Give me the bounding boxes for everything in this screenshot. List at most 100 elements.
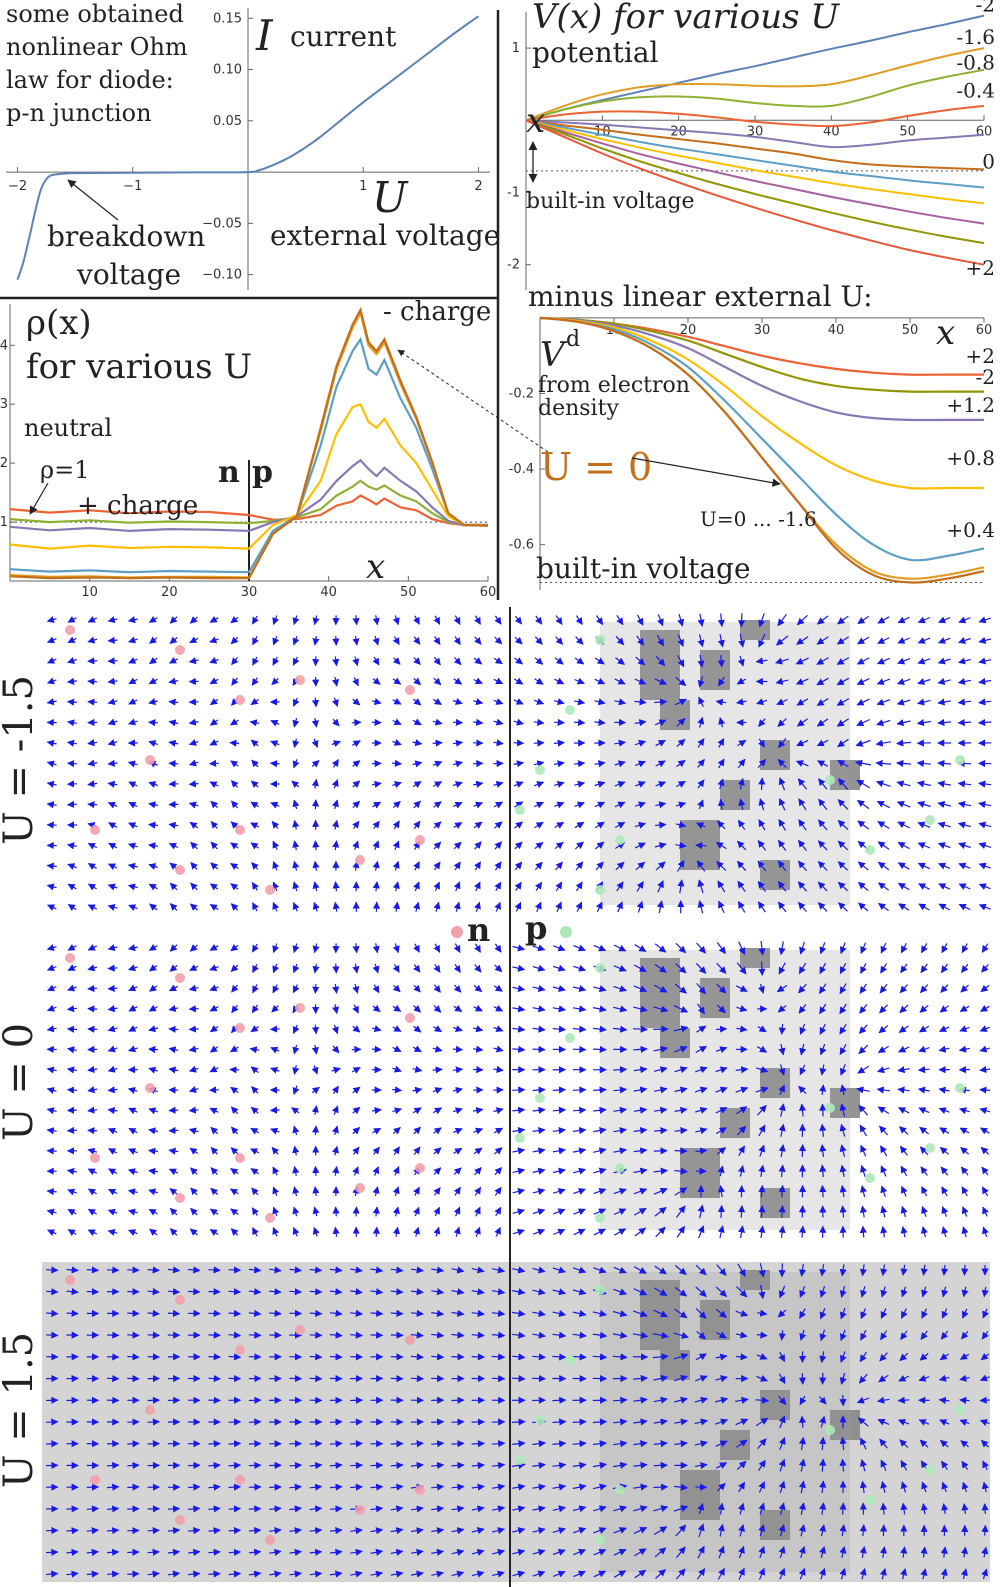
field-pink-charge bbox=[295, 1325, 305, 1335]
field-arrow bbox=[392, 1086, 403, 1094]
field-arrow bbox=[413, 657, 421, 666]
field-arrow bbox=[493, 657, 503, 665]
field-arrow bbox=[859, 1205, 867, 1218]
field-arrow bbox=[252, 963, 259, 974]
field-arrow bbox=[493, 801, 504, 809]
field-arrow bbox=[493, 1025, 504, 1032]
field-arrow bbox=[978, 883, 991, 891]
field-arrow bbox=[350, 1266, 363, 1274]
field-arrow bbox=[738, 798, 746, 811]
field-pink-charge bbox=[90, 1475, 100, 1485]
field-arrow bbox=[452, 1025, 463, 1033]
potential-x-tick-label: 50 bbox=[899, 124, 916, 139]
field-arrow bbox=[309, 1440, 323, 1448]
field-arrow bbox=[270, 720, 280, 727]
field-arrow bbox=[453, 881, 461, 892]
field-arrow bbox=[572, 1147, 587, 1155]
field-arrow bbox=[272, 901, 280, 912]
field-arrow bbox=[270, 1127, 280, 1135]
field-arrow bbox=[633, 1187, 648, 1195]
field-arrow bbox=[818, 778, 828, 790]
field-arrow bbox=[634, 821, 647, 829]
field-arrow bbox=[452, 760, 463, 768]
field-arrow bbox=[352, 1025, 361, 1033]
field-arrow bbox=[615, 861, 625, 871]
field-arrow bbox=[798, 983, 807, 994]
field-arrow bbox=[311, 1105, 319, 1115]
field-arrow bbox=[148, 677, 158, 685]
field-arrow bbox=[451, 1353, 465, 1361]
vd-y-tick-label: -0.2 bbox=[509, 386, 534, 401]
field-arrow bbox=[876, 1086, 890, 1094]
field-arrow bbox=[737, 1263, 746, 1277]
field-arrow bbox=[939, 1146, 949, 1155]
field-arrow bbox=[309, 1288, 323, 1296]
field-arrow bbox=[473, 1106, 484, 1115]
field-arrow bbox=[572, 1331, 587, 1339]
field-arrow bbox=[941, 1286, 949, 1298]
field-arrow bbox=[958, 862, 971, 870]
field-arrow bbox=[209, 1228, 219, 1237]
field-arrow bbox=[311, 760, 320, 768]
field-arrow bbox=[433, 1226, 441, 1237]
field-arrow bbox=[272, 615, 280, 626]
field-arrow bbox=[433, 677, 442, 686]
field-arrow bbox=[471, 1353, 486, 1361]
field-arrow bbox=[128, 781, 138, 789]
field-arrow bbox=[980, 984, 990, 993]
field-arrow bbox=[250, 801, 260, 809]
field-arrow bbox=[228, 1266, 242, 1274]
field-arrow bbox=[757, 1309, 768, 1317]
field-arrow bbox=[652, 1331, 669, 1339]
field-arrow bbox=[372, 1166, 380, 1176]
field-arrow bbox=[553, 780, 565, 788]
field-arrow bbox=[816, 739, 829, 747]
field-arrow bbox=[715, 698, 727, 706]
field-arrow bbox=[817, 760, 829, 767]
field-arrow bbox=[412, 760, 423, 768]
field-arrow bbox=[493, 780, 504, 788]
field-arrow bbox=[594, 801, 606, 809]
field-arrow bbox=[67, 1208, 77, 1216]
field-arrow bbox=[311, 799, 320, 810]
field-arrow bbox=[269, 1288, 282, 1296]
field-arrow bbox=[511, 1374, 526, 1383]
field-arrow bbox=[433, 821, 442, 829]
field-arrow bbox=[127, 1309, 140, 1317]
field-arrow bbox=[799, 1064, 807, 1076]
field-arrow bbox=[656, 614, 664, 627]
field-arrow bbox=[552, 1266, 566, 1274]
field-arrow bbox=[552, 1309, 567, 1317]
field-arrow bbox=[654, 1206, 667, 1217]
field-arrow bbox=[107, 677, 118, 685]
field-arrow bbox=[512, 1147, 526, 1155]
field-arrow bbox=[209, 1208, 219, 1216]
field-arrow bbox=[474, 636, 482, 645]
field-arrow bbox=[433, 615, 441, 625]
field-arrow bbox=[433, 841, 442, 850]
field-arrow bbox=[432, 1087, 443, 1094]
field-arrow bbox=[554, 677, 565, 685]
field-pink-charge bbox=[295, 1003, 305, 1013]
field-arrow bbox=[533, 718, 545, 726]
field-arrow bbox=[413, 800, 421, 809]
field-arrow bbox=[879, 1125, 889, 1136]
potential-series-line bbox=[525, 119, 985, 149]
field-arrow bbox=[654, 698, 668, 706]
field-arrow bbox=[188, 780, 199, 788]
field-arrow bbox=[332, 840, 340, 851]
field-arrow bbox=[512, 1167, 526, 1175]
field-arrow bbox=[433, 881, 440, 892]
field-arrow bbox=[612, 1331, 628, 1339]
field-arrow bbox=[251, 943, 259, 953]
field-arrow bbox=[716, 1331, 727, 1339]
field-arrow bbox=[332, 983, 340, 994]
field-arrow bbox=[758, 1205, 766, 1218]
field-arrow bbox=[332, 656, 340, 667]
field-arrow bbox=[961, 1226, 969, 1238]
field-arrow bbox=[67, 1188, 77, 1196]
field-arrow bbox=[677, 613, 685, 627]
field-arrow bbox=[572, 1005, 587, 1013]
field-arrow bbox=[777, 1005, 787, 1013]
field-arrow bbox=[473, 1147, 483, 1155]
